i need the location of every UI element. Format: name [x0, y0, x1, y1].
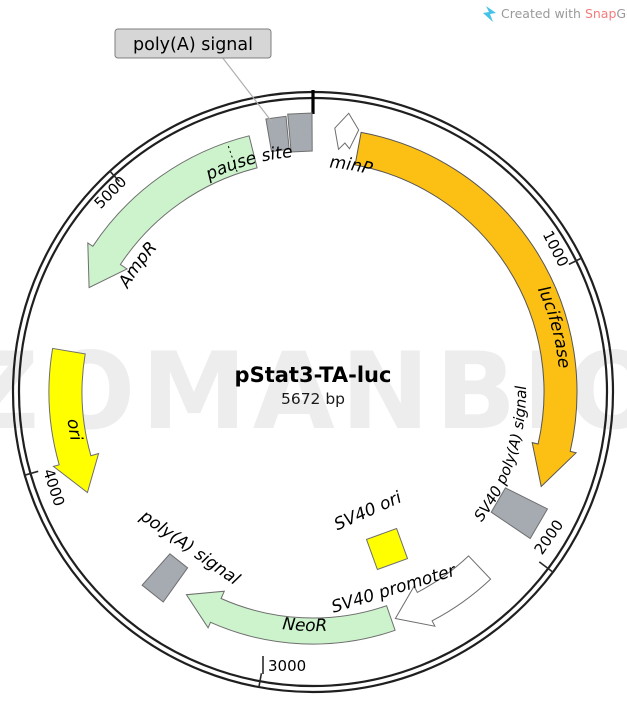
feature-box-sv40-polya[interactable] — [490, 487, 549, 540]
feature-box-polya-signal-top[interactable] — [265, 115, 290, 153]
plasmid-title: pStat3-TA-luc — [235, 363, 392, 387]
feature-arrow-minp[interactable] — [334, 112, 360, 151]
ori-label-text[interactable]: ori — [63, 418, 86, 443]
callout-label-text[interactable]: poly(A) signal — [133, 35, 253, 55]
callout-leader-line — [221, 56, 273, 123]
feature-box-pause-site[interactable] — [287, 112, 313, 153]
credit-brand-snap: Snap — [585, 6, 617, 21]
feature-arrow-luciferase[interactable] — [354, 131, 578, 488]
credit-brand-gene: Gene® — [616, 6, 627, 21]
feature-label-neor[interactable]: NeoR — [282, 614, 328, 636]
feature-arrow-sv40-promoter[interactable] — [394, 555, 492, 627]
tick-2000 — [538, 561, 554, 573]
feature-label-ori[interactable]: ori — [63, 418, 86, 443]
credit-text: Created with SnapGene® — [501, 6, 627, 21]
tick-label-3000: 3000 — [268, 657, 306, 675]
watermark-text: ZOMANBIO — [0, 330, 627, 453]
plasmid-size: 5672 bp — [281, 390, 345, 408]
neor-label-text[interactable]: NeoR — [282, 614, 328, 636]
feature-box-polya-signal-bottom[interactable] — [141, 553, 189, 603]
snapgene-logo-icon — [483, 6, 496, 22]
tick-3000 — [258, 673, 263, 688]
feature-arrow-ori[interactable] — [48, 347, 100, 494]
tick-1000 — [568, 257, 582, 266]
snapgene-credit: Created with SnapGene® — [483, 6, 627, 22]
feature-arrow-ampr[interactable] — [87, 135, 258, 289]
tick-label-5000: 5000 — [91, 173, 131, 213]
tick-4000 — [24, 470, 39, 476]
tick-5000 — [109, 170, 120, 183]
features — [48, 112, 578, 645]
feature-label-sv40-ori[interactable]: SV40 ori — [331, 488, 405, 535]
feature-box-sv40-ori[interactable] — [365, 527, 409, 571]
credit-prefix: Created with — [501, 6, 585, 21]
polya-signal-callout[interactable]: poly(A) signal — [114, 28, 273, 123]
feature-arrow-neor[interactable] — [185, 590, 396, 645]
callout-box[interactable] — [114, 28, 272, 59]
